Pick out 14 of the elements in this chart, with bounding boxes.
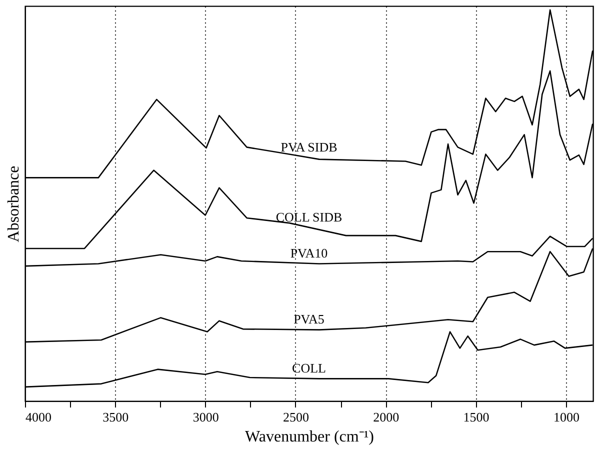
series-label: PVA10: [290, 245, 328, 260]
x-tick-label: 1500: [463, 410, 490, 424]
y-axis-title: Absorbance: [6, 166, 22, 242]
series-label: COLL SIDB: [276, 209, 342, 224]
x-tick-label: 2000: [373, 410, 400, 424]
x-tick-label: 2500: [282, 410, 309, 424]
x-axis-title: Wavenumber (cm⁻¹): [245, 428, 374, 446]
x-tick-label: 3000: [192, 410, 219, 424]
series-label: PVA SIDB: [280, 140, 338, 155]
series-label: PVA5: [294, 312, 324, 327]
series-label: COLL: [292, 360, 326, 376]
x-tick-label: 4000: [26, 410, 52, 424]
x-tick-label: 3500: [102, 410, 129, 424]
x-tick-label: 1000: [553, 410, 580, 424]
